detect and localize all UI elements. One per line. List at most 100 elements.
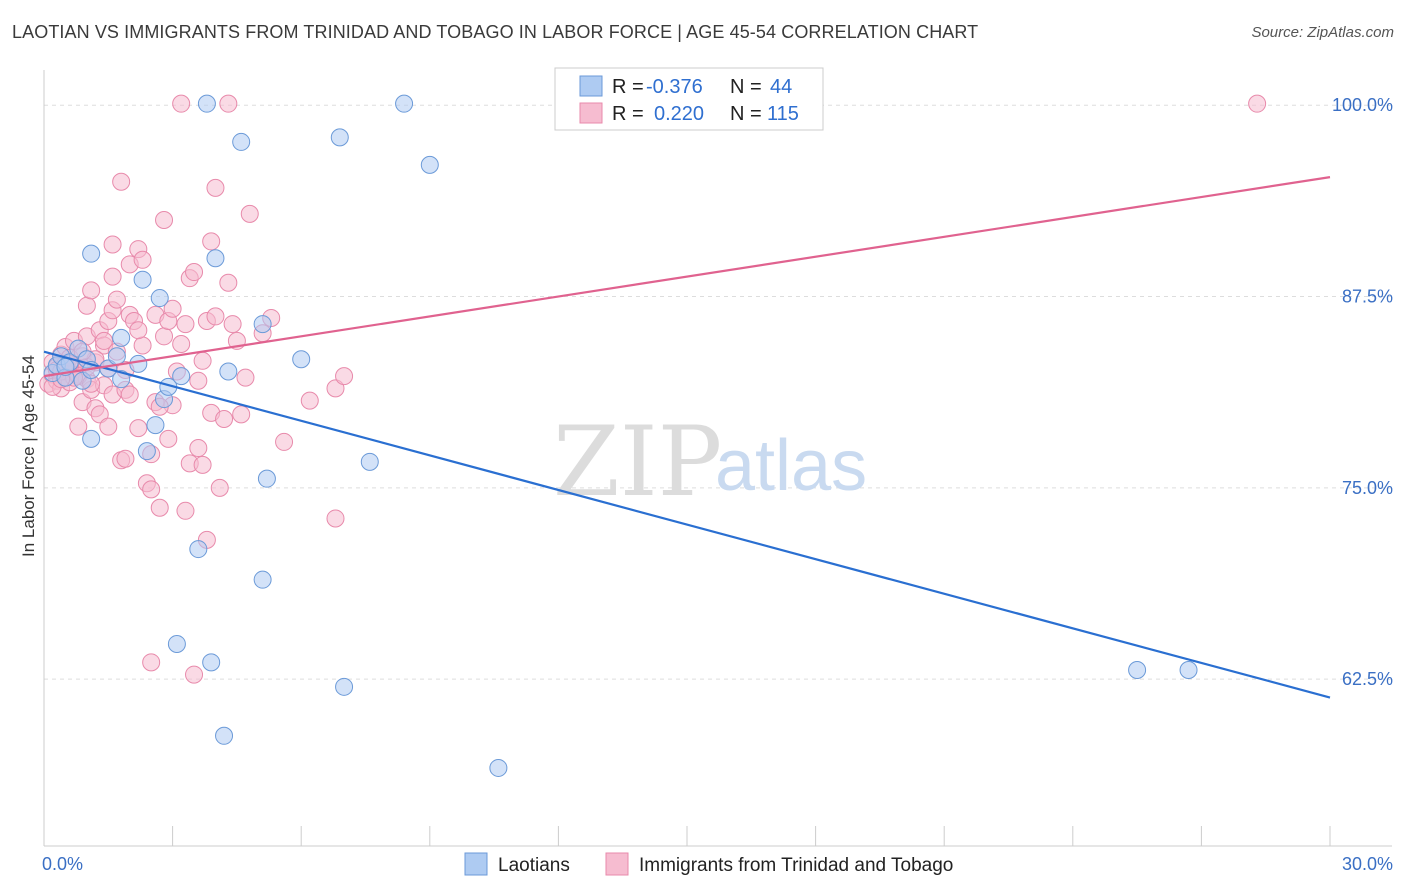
laotians-point-26 xyxy=(202,653,221,672)
trinidad-point-84 xyxy=(240,204,259,223)
trinidad-point-100 xyxy=(120,385,139,404)
trinidad-point-79 xyxy=(219,94,238,113)
laotians-point-28 xyxy=(215,726,234,745)
laotians-point-18 xyxy=(146,416,165,435)
trinidad-point-43 xyxy=(129,419,148,438)
trinidad-point-18 xyxy=(77,296,96,315)
laotians-point-27 xyxy=(206,249,225,268)
trinidad-point-61 xyxy=(176,315,195,334)
trinidad-point-57 xyxy=(163,299,182,318)
watermark: ZIP atlas xyxy=(553,406,867,518)
laotians-point-12 xyxy=(107,347,126,366)
laotians-trend-line xyxy=(43,350,1331,699)
legend-n-value-1: 44 xyxy=(770,76,792,98)
trinidad-point-99 xyxy=(95,331,114,350)
laotians-point-25 xyxy=(197,94,216,113)
watermark-atlas: atlas xyxy=(715,426,867,506)
correlation-legend: R = -0.376 N = 44 R = 0.220 N = 115 xyxy=(554,67,824,131)
trinidad-point-104 xyxy=(129,321,148,340)
trinidad-point-74 xyxy=(206,307,225,326)
axes xyxy=(43,70,1392,847)
laotians-point-16 xyxy=(133,270,152,289)
laotians-point-15 xyxy=(129,354,148,373)
bottom-legend-swatch-laotians xyxy=(464,852,488,876)
watermark-zip: ZIP xyxy=(553,406,722,518)
legend-n-label-1: N = xyxy=(730,76,762,98)
y-tick-label-3: 62.5% xyxy=(1342,669,1393,689)
legend-r-label-1: R = xyxy=(612,76,644,98)
grid-lines xyxy=(44,104,1392,680)
laotians-point-40 xyxy=(489,758,508,777)
y-tick-labels: 100.0% 87.5% 75.0% 62.5% xyxy=(1332,95,1393,689)
laotians-point-41 xyxy=(1128,660,1147,679)
laotians-point-31 xyxy=(253,315,272,334)
laotians-point-42 xyxy=(1179,660,1198,679)
laotians-point-30 xyxy=(232,132,251,151)
trinidad-point-83 xyxy=(236,368,255,387)
x-tick-label-1: 30.0% xyxy=(1342,854,1393,874)
series-laotians-points xyxy=(43,94,1198,777)
trinidad-point-78 xyxy=(219,273,238,292)
laotians-point-17 xyxy=(137,442,156,461)
legend-r-label-2: R = xyxy=(612,103,644,125)
trinidad-point-32 xyxy=(103,235,122,254)
bottom-legend-label-trinidad: Immigrants from Trinidad and Tobago xyxy=(639,855,953,876)
trinidad-point-25 xyxy=(90,405,109,424)
trinidad-point-66 xyxy=(185,263,204,282)
trinidad-point-76 xyxy=(210,478,229,497)
trinidad-point-91 xyxy=(335,367,354,386)
trinidad-point-44 xyxy=(133,336,152,355)
laotians-point-36 xyxy=(335,677,354,696)
trinidad-point-68 xyxy=(193,351,212,370)
trinidad-point-69 xyxy=(193,455,212,474)
laotians-point-10 xyxy=(82,244,101,263)
source-label: Source: ZipAtlas.com xyxy=(1251,24,1394,41)
trinidad-point-28 xyxy=(99,417,118,436)
y-tick-label-2: 75.0% xyxy=(1342,478,1393,498)
trinidad-trend-line xyxy=(43,176,1331,378)
chart-title: LAOTIAN VS IMMIGRANTS FROM TRINIDAD AND … xyxy=(12,22,979,42)
trinidad-point-92 xyxy=(172,94,191,113)
legend-n-value-2: 115 xyxy=(767,103,799,125)
trinidad-point-62 xyxy=(176,501,195,520)
trinidad-point-82 xyxy=(232,405,251,424)
laotians-point-13 xyxy=(112,328,131,347)
trinidad-point-88 xyxy=(300,391,319,410)
trinidad-point-49 xyxy=(142,653,161,672)
legend-swatch-blue xyxy=(579,75,603,97)
laotians-point-8 xyxy=(82,429,101,448)
trinidad-point-106 xyxy=(116,449,135,468)
laotians-point-38 xyxy=(395,94,414,113)
trinidad-point-54 xyxy=(155,327,174,346)
trinidad-point-67 xyxy=(189,439,208,458)
series-trinidad-points xyxy=(39,94,1267,684)
laotians-point-35 xyxy=(330,128,349,147)
laotians-point-19 xyxy=(150,289,169,308)
trinidad-point-80 xyxy=(223,315,242,334)
laotians-point-29 xyxy=(219,362,238,381)
laotians-point-14 xyxy=(112,370,131,389)
trinidad-point-103 xyxy=(103,267,122,286)
trinidad-point-36 xyxy=(112,172,131,191)
trinidad-point-75 xyxy=(206,178,225,197)
x-tick-label-0: 0.0% xyxy=(42,854,83,874)
laotians-point-33 xyxy=(253,570,272,589)
series-legend: Laotians Immigrants from Trinidad and To… xyxy=(464,852,953,876)
trinidad-point-90 xyxy=(326,379,345,398)
legend-n-label-2: N = xyxy=(730,103,762,125)
trinidad-point-14 xyxy=(69,417,88,436)
y-axis-label: In Labor Force | Age 45-54 xyxy=(19,355,38,557)
laotians-point-34 xyxy=(292,350,311,369)
trinidad-point-77 xyxy=(215,409,234,428)
x-tick-labels: 0.0% 30.0% xyxy=(42,854,1393,874)
trinidad-point-60 xyxy=(172,334,191,353)
trinidad-point-21 xyxy=(82,281,101,300)
laotians-point-39 xyxy=(420,155,439,174)
trend-lines xyxy=(43,176,1331,699)
trinidad-point-72 xyxy=(202,232,221,251)
trinidad-point-56 xyxy=(159,429,178,448)
trinidad-point-34 xyxy=(107,290,126,309)
laotians-point-24 xyxy=(189,540,208,559)
legend-r-value-1: -0.376 xyxy=(646,76,703,98)
bottom-legend-label-laotians: Laotians xyxy=(498,855,570,876)
